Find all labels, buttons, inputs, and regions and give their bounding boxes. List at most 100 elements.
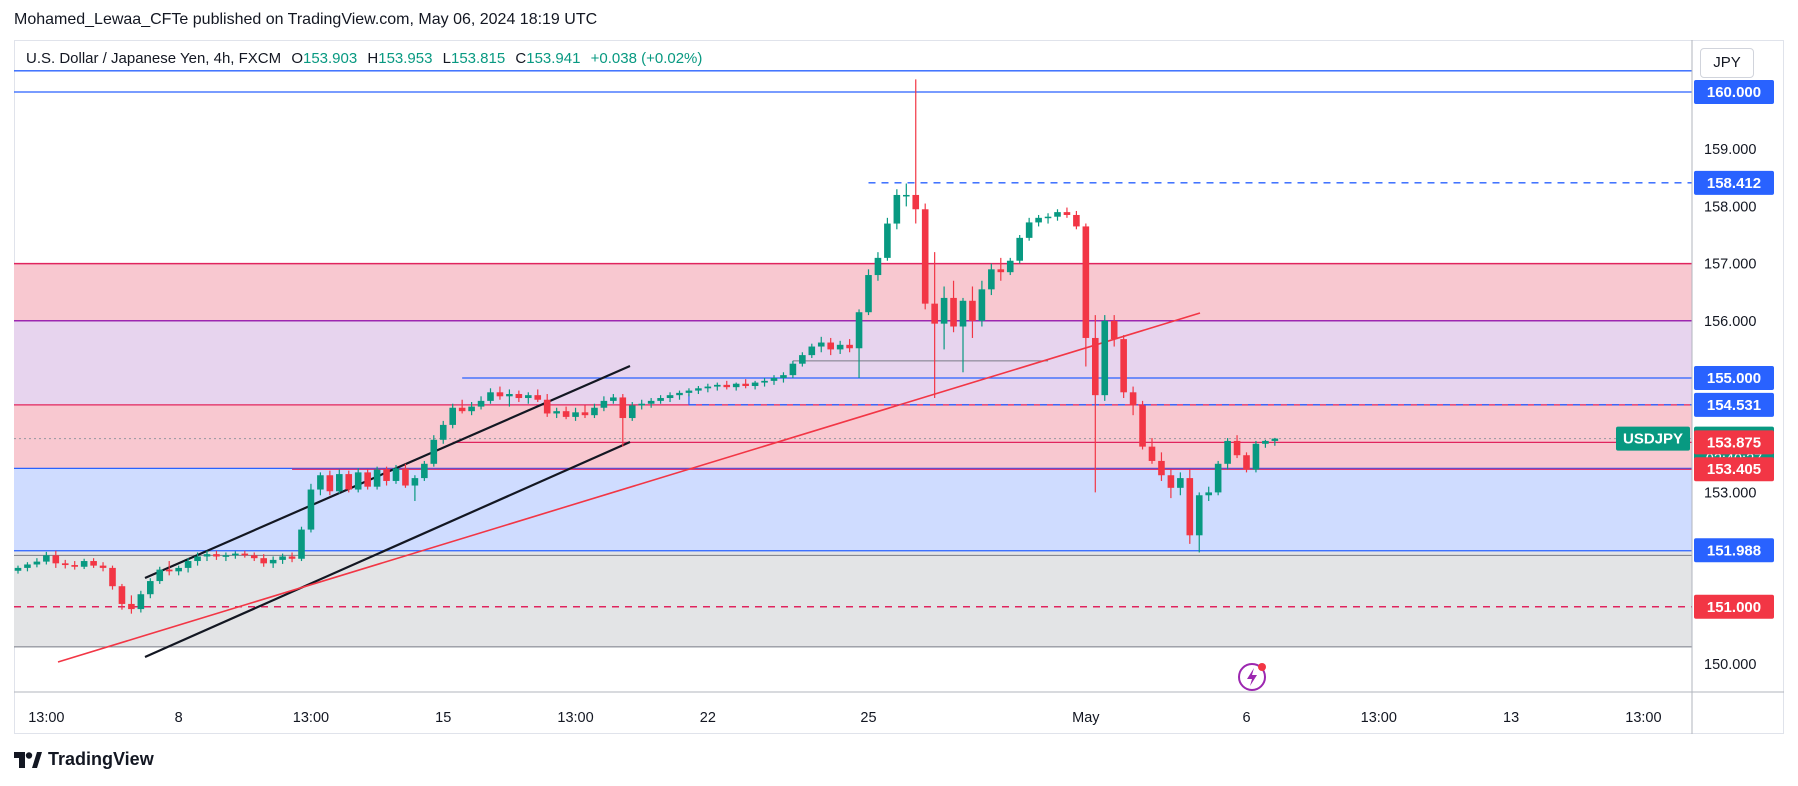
- currency-button[interactable]: JPY: [1700, 48, 1754, 78]
- candle: [572, 407, 579, 421]
- candle: [279, 553, 286, 564]
- candle-body: [666, 395, 674, 399]
- candle: [383, 466, 390, 486]
- candle-body: [392, 468, 400, 481]
- candle-body: [600, 400, 608, 408]
- candle-body: [468, 406, 475, 412]
- candle: [751, 380, 759, 390]
- price-badge-bg: [1694, 170, 1774, 195]
- open-value: 153.903: [302, 50, 358, 67]
- price-badge-154.531: 154.531: [1694, 392, 1774, 417]
- candle: [676, 390, 683, 400]
- candle-body: [704, 386, 712, 389]
- candle: [1006, 257, 1014, 276]
- time-tick-label: 13:00: [557, 710, 593, 726]
- candle-body: [865, 275, 872, 313]
- candle-body: [628, 405, 636, 419]
- candle: [610, 394, 617, 404]
- candle-body: [780, 375, 787, 378]
- candle: [1016, 235, 1023, 264]
- candle-body: [1148, 446, 1156, 461]
- candle-body: [203, 554, 211, 557]
- candle: [534, 389, 542, 403]
- price-badge-155.000: 155.000: [1694, 366, 1774, 390]
- price-badge-bg: [1694, 80, 1774, 104]
- candle-body: [695, 388, 702, 391]
- price-badge-bg: [1694, 538, 1774, 563]
- candle: [553, 407, 560, 419]
- candle-body: [439, 424, 447, 440]
- tradingview-logo[interactable]: TradingView: [14, 749, 154, 770]
- candle: [354, 468, 362, 493]
- candle-body: [307, 489, 315, 530]
- candle: [109, 565, 116, 590]
- candle-body: [99, 565, 107, 568]
- candle: [43, 551, 50, 565]
- candle-body: [383, 469, 390, 481]
- candle-body: [421, 463, 428, 479]
- candle-body: [1195, 495, 1203, 536]
- candle: [704, 383, 712, 393]
- candle-body: [619, 397, 627, 419]
- candle-body: [43, 555, 50, 562]
- candle-body: [808, 346, 816, 356]
- price-badge-value: 158.412: [1707, 175, 1761, 192]
- candle-body: [610, 397, 617, 401]
- candle-body: [591, 407, 598, 416]
- candle: [969, 286, 976, 338]
- candle: [950, 280, 957, 333]
- events-icon-bolt: [1247, 668, 1257, 686]
- candle: [156, 566, 164, 584]
- candle: [392, 464, 400, 484]
- candle-body: [298, 529, 305, 559]
- candle: [147, 578, 154, 599]
- candle: [884, 217, 891, 261]
- candle: [477, 396, 485, 410]
- candle: [628, 402, 636, 421]
- candle: [666, 392, 674, 403]
- price-tick-label: 159.000: [1704, 142, 1756, 158]
- candle-body: [118, 586, 126, 604]
- candle-body: [1233, 440, 1241, 456]
- candle-body: [90, 561, 97, 566]
- candle-body: [1025, 222, 1033, 238]
- candle: [1148, 438, 1156, 464]
- candle: [1139, 400, 1146, 450]
- candle: [260, 554, 267, 567]
- price-badge-bg: [1694, 457, 1774, 482]
- candle-body: [732, 383, 740, 388]
- candle-body: [1073, 214, 1080, 227]
- candle-body: [846, 344, 853, 349]
- candle: [1271, 437, 1279, 446]
- candle: [619, 394, 627, 447]
- candle: [1177, 472, 1184, 496]
- candle: [118, 583, 126, 610]
- candle-body: [222, 555, 230, 557]
- price-badge-value: 153.405: [1707, 461, 1761, 478]
- candle: [250, 552, 258, 562]
- price-badge-bg: [1694, 392, 1774, 417]
- candle-body: [827, 342, 834, 350]
- candle: [203, 550, 211, 562]
- high-value: 153.953: [378, 50, 433, 67]
- candle: [213, 550, 220, 560]
- candle-body: [411, 478, 419, 486]
- candle-body: [761, 380, 768, 383]
- candle: [128, 595, 135, 614]
- candle-body: [402, 468, 409, 486]
- candle-body: [515, 394, 523, 399]
- candle: [298, 526, 305, 562]
- candle: [978, 280, 986, 327]
- price-badge-value: 151.000: [1707, 599, 1761, 616]
- zone-4: [14, 550, 1692, 647]
- price-badge-151.000: 151.000: [1694, 594, 1774, 619]
- candle-body: [373, 469, 381, 487]
- candle: [317, 472, 324, 496]
- candle-body: [1016, 237, 1023, 261]
- time-tick-label: 13:00: [1361, 710, 1397, 726]
- candle-body: [14, 567, 22, 571]
- candle: [506, 389, 513, 407]
- candle-body: [553, 411, 560, 414]
- candle: [99, 562, 107, 572]
